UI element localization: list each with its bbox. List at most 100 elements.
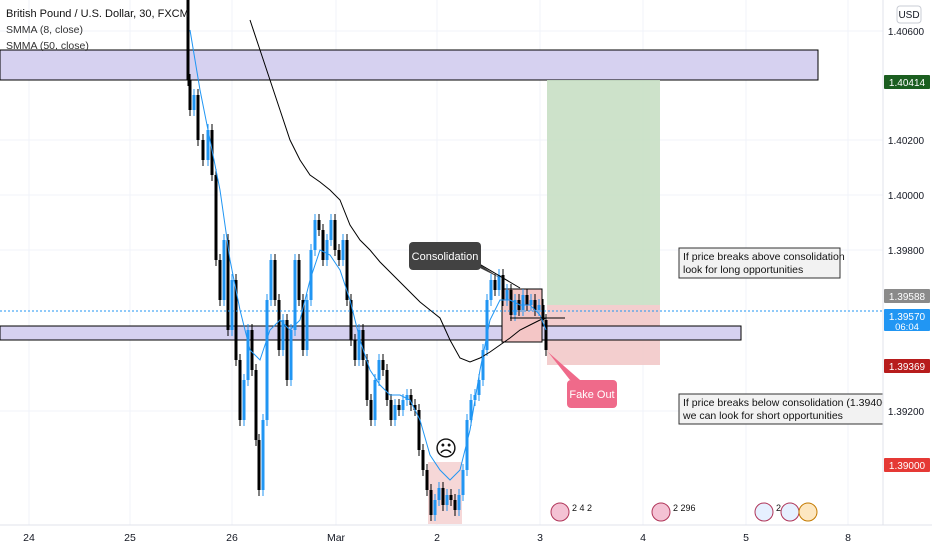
candle-body [297,260,301,300]
candle-body [481,350,485,380]
legend: British Pound / U.S. Dollar, 30, FXCM SM… [6,8,189,52]
svg-text:1.39588: 1.39588 [889,292,926,303]
event-badge[interactable]: 2 [754,502,781,522]
candle-body [305,300,309,350]
candle-body [385,370,389,400]
candle-body [461,470,465,495]
candle-body [513,300,517,315]
candle-body [234,280,238,360]
candle-body [254,370,258,440]
candle-body [341,240,345,260]
candle-body [206,130,210,160]
candle-body [337,250,341,260]
candle-body [313,220,317,250]
candle-body [417,410,421,450]
x-tick-label: Mar [327,532,346,544]
candles [186,0,548,521]
candle-body [357,330,361,360]
short-note-line2: we can look for short opportunities [682,410,843,422]
candle-body [437,488,441,500]
consolidation-callout[interactable]: Consolidation [409,242,521,289]
candle-body [465,420,469,470]
candle-body [353,340,357,360]
x-tick-label: 4 [640,532,646,544]
long-note-line2: look for long opportunities [683,264,803,276]
candle-body [273,260,277,300]
candle-body [541,305,545,320]
indicator-smma8: SMMA (8, close) [6,24,83,36]
candle-body [329,220,333,240]
candle-body [373,380,377,420]
event-badge[interactable]: 2 296 [651,502,696,522]
price-label: 1.39369 [884,359,930,373]
y-axis[interactable]: 1.40600 1.40200 1.40000 1.39800 1.39200 [888,27,925,418]
currency-label: USD [898,10,919,21]
event-badge[interactable]: 2 4 2 [550,502,592,522]
candle-body [497,275,501,290]
short-note[interactable]: If price breaks below consolidation (1.3… [678,393,891,425]
svg-text:1.39369: 1.39369 [889,362,926,373]
candle-body [533,300,537,310]
long-target-zone[interactable] [547,80,660,305]
price-label: 1.39000 [884,458,930,472]
candle-body [544,320,548,350]
candle-body [333,220,337,250]
support-zone[interactable] [0,325,742,341]
y-tick-label: 1.39200 [888,407,925,418]
currency-button[interactable]: USD [896,5,922,24]
candle-body [537,305,541,310]
candle-body [433,500,437,515]
candle-body [469,400,473,420]
candle-body [192,95,196,110]
long-note[interactable]: If price breaks above consolidation look… [678,247,845,279]
candle-body [201,140,205,160]
candle-body [238,360,242,420]
candle-body [250,330,254,370]
candle-body [325,240,329,260]
candle-body [529,300,533,305]
candle-body [196,95,200,140]
candle-body [521,295,525,310]
candle-body [397,405,401,410]
candle-body [429,490,433,515]
x-tick-label: 3 [537,532,543,544]
candle-body [449,495,453,500]
candle-body [226,240,230,330]
candle-body [321,230,325,260]
x-tick-label: 25 [124,532,136,544]
candle-body [409,395,413,405]
candle-body [425,470,429,490]
candle-body [242,380,246,420]
candle-body [453,500,457,510]
long-note-line1: If price breaks above consolidation [683,251,845,263]
y-tick-label: 1.40200 [888,136,925,147]
svg-text:2: 2 [776,503,781,513]
candle-body [188,80,192,110]
candle-body [218,260,222,300]
candle-body [377,360,381,380]
candle-body [277,300,281,350]
candle-body [489,280,493,300]
fake-out-label: Fake Out [569,389,614,401]
candle-body [361,330,365,360]
candle-body [389,400,393,420]
candle-body [477,380,481,395]
y-tick-label: 1.40600 [888,27,925,38]
x-tick-label: 8 [845,532,851,544]
candle-body [349,300,353,340]
consolidation-label: Consolidation [412,251,479,263]
event-badges[interactable]: 2 4 22 296212 [550,502,818,522]
candle-body [265,300,269,420]
event-badge[interactable] [798,502,818,522]
candle-body [214,175,218,260]
x-axis[interactable]: 24 25 26 Mar 2 3 4 5 8 [23,532,851,544]
fake-out-callout[interactable]: Fake Out [548,352,617,408]
candle-body [501,275,505,300]
candle-body [289,330,293,380]
candle-body [441,488,445,505]
y-tick-label: 1.40000 [888,191,925,202]
price-label: 1.39588 [884,289,930,303]
upper-resistance-zone[interactable] [0,49,819,81]
candle-body [505,290,509,300]
